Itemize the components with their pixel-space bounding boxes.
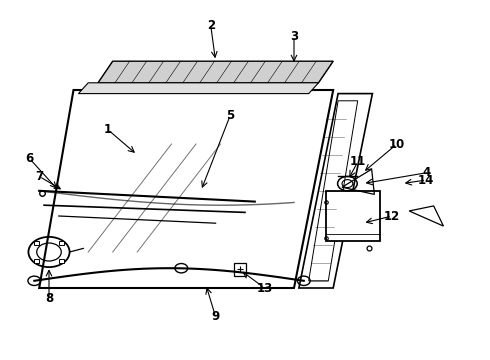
Text: 7: 7 xyxy=(35,170,43,183)
Text: 11: 11 xyxy=(349,156,366,168)
Text: 5: 5 xyxy=(226,109,234,122)
Text: 2: 2 xyxy=(207,19,215,32)
Text: 8: 8 xyxy=(45,292,53,305)
Text: 3: 3 xyxy=(290,30,298,42)
Text: 6: 6 xyxy=(25,152,33,165)
Polygon shape xyxy=(98,61,333,83)
Bar xyxy=(326,191,380,241)
Text: 13: 13 xyxy=(256,282,273,294)
Bar xyxy=(234,263,246,276)
Text: 1: 1 xyxy=(104,123,112,136)
Bar xyxy=(58,259,64,263)
Text: 12: 12 xyxy=(384,210,400,222)
Polygon shape xyxy=(78,83,318,94)
Text: 4: 4 xyxy=(422,166,430,179)
Text: 10: 10 xyxy=(389,138,405,150)
Text: 9: 9 xyxy=(212,310,220,323)
Bar xyxy=(34,259,40,263)
Bar xyxy=(58,241,64,245)
Bar xyxy=(34,241,40,245)
Text: 14: 14 xyxy=(418,174,435,186)
